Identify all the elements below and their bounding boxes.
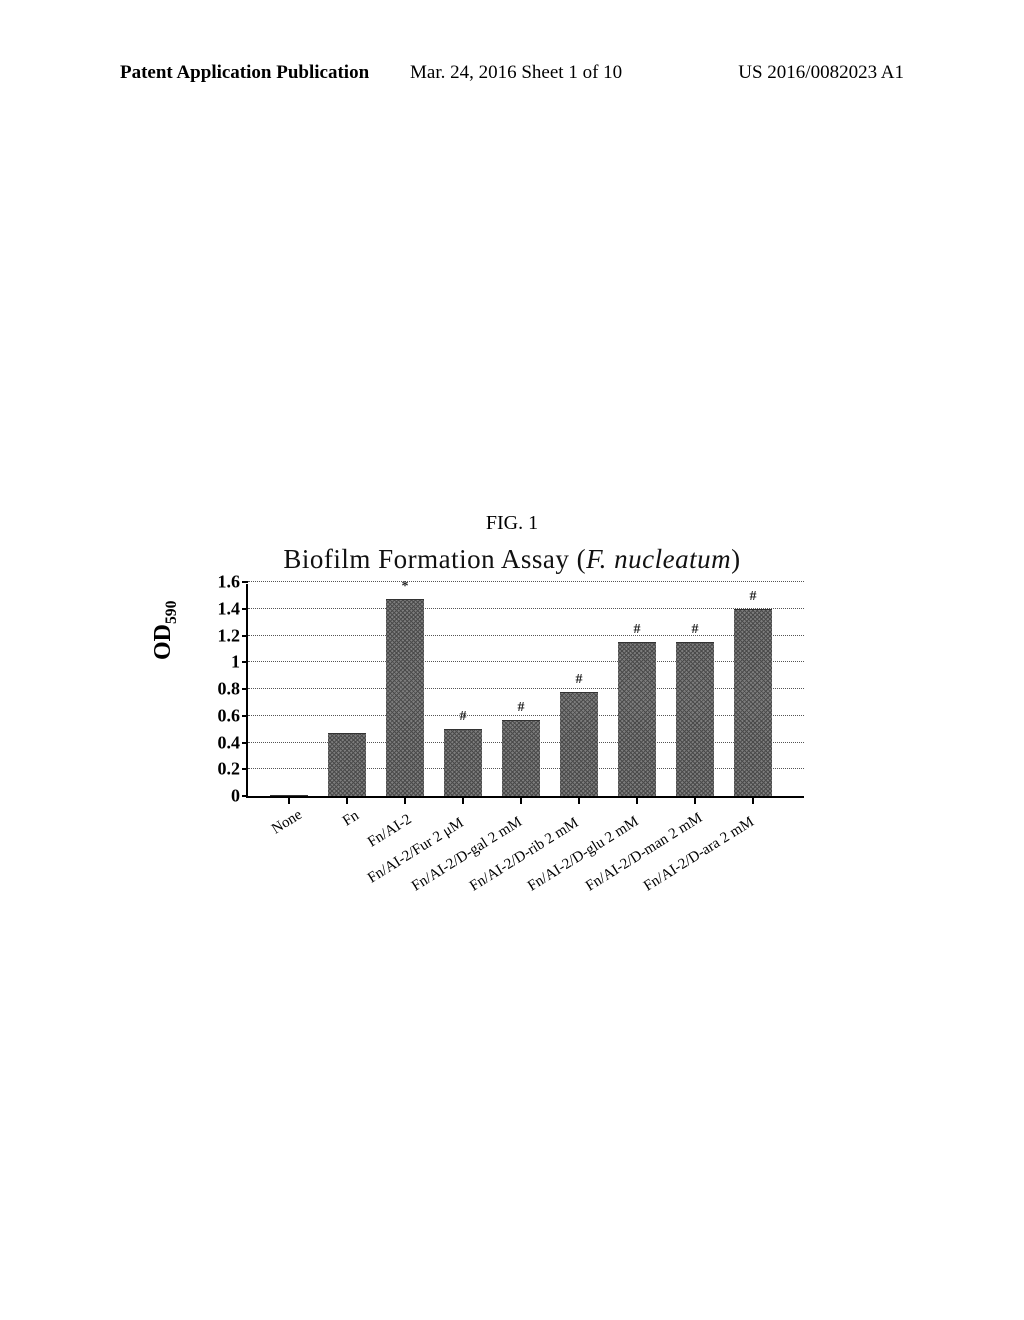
y-axis-label-sub: 590	[163, 601, 180, 624]
bar	[734, 609, 772, 796]
significance-marker: #	[460, 709, 467, 725]
figure-label: FIG. 1	[0, 512, 1024, 535]
bar	[328, 733, 366, 796]
plot-region: 00.20.40.60.811.21.41.6NoneFn*Fn/AI-2#Fn…	[246, 584, 804, 798]
y-tick-mark	[242, 608, 248, 610]
x-tick-mark	[288, 798, 290, 804]
y-tick-mark	[242, 581, 248, 583]
x-tick-mark	[752, 798, 754, 804]
y-axis-label: OD590	[150, 601, 181, 660]
bar	[560, 692, 598, 796]
y-tick-mark	[242, 635, 248, 637]
gridline	[248, 608, 804, 609]
x-tick-label: Fn	[340, 808, 362, 831]
y-tick-label: 1.2	[218, 625, 241, 646]
significance-marker: #	[518, 700, 525, 716]
y-tick-mark	[242, 715, 248, 717]
x-tick-mark	[636, 798, 638, 804]
chart-area: 00.20.40.60.811.21.41.6NoneFn*Fn/AI-2#Fn…	[198, 584, 838, 904]
y-tick-mark	[242, 661, 248, 663]
x-tick-mark	[462, 798, 464, 804]
x-tick-mark	[694, 798, 696, 804]
chart-title-suffix: )	[731, 544, 741, 574]
x-tick-mark	[346, 798, 348, 804]
significance-marker: *	[402, 579, 409, 595]
significance-marker: #	[576, 672, 583, 688]
chart-title-prefix: Biofilm Formation Assay (	[283, 544, 586, 574]
bar	[676, 642, 714, 796]
significance-marker: #	[750, 589, 757, 605]
significance-marker: #	[692, 622, 699, 638]
x-tick-mark	[404, 798, 406, 804]
y-tick-label: 0	[231, 786, 240, 807]
y-tick-label: 0.2	[218, 759, 241, 780]
y-tick-label: 1.6	[218, 572, 241, 593]
bar	[386, 599, 424, 796]
y-tick-mark	[242, 688, 248, 690]
x-tick-mark	[578, 798, 580, 804]
y-tick-label: 0.6	[218, 705, 241, 726]
y-tick-label: 1	[231, 652, 240, 673]
header-date-sheet: Mar. 24, 2016 Sheet 1 of 10	[410, 62, 622, 84]
y-tick-label: 0.4	[218, 732, 241, 753]
gridline	[248, 635, 804, 636]
chart-title-species: F. nucleatum	[586, 544, 731, 574]
y-axis-label-main: OD	[150, 624, 176, 660]
bar	[618, 642, 656, 796]
x-tick-label: None	[269, 807, 306, 839]
gridline	[248, 581, 804, 582]
y-tick-mark	[242, 795, 248, 797]
gridline	[248, 661, 804, 662]
x-tick-mark	[520, 798, 522, 804]
bar	[444, 729, 482, 796]
y-tick-mark	[242, 742, 248, 744]
header-publication: Patent Application Publication	[120, 62, 369, 84]
bar	[502, 720, 540, 796]
header-pub-number: US 2016/0082023 A1	[738, 62, 904, 84]
significance-marker: #	[634, 622, 641, 638]
y-tick-label: 1.4	[218, 598, 241, 619]
chart-title: Biofilm Formation Assay (F. nucleatum)	[0, 544, 1024, 575]
bar	[270, 795, 308, 796]
y-tick-mark	[242, 768, 248, 770]
y-tick-label: 0.8	[218, 679, 241, 700]
gridline	[248, 688, 804, 689]
gridline	[248, 715, 804, 716]
